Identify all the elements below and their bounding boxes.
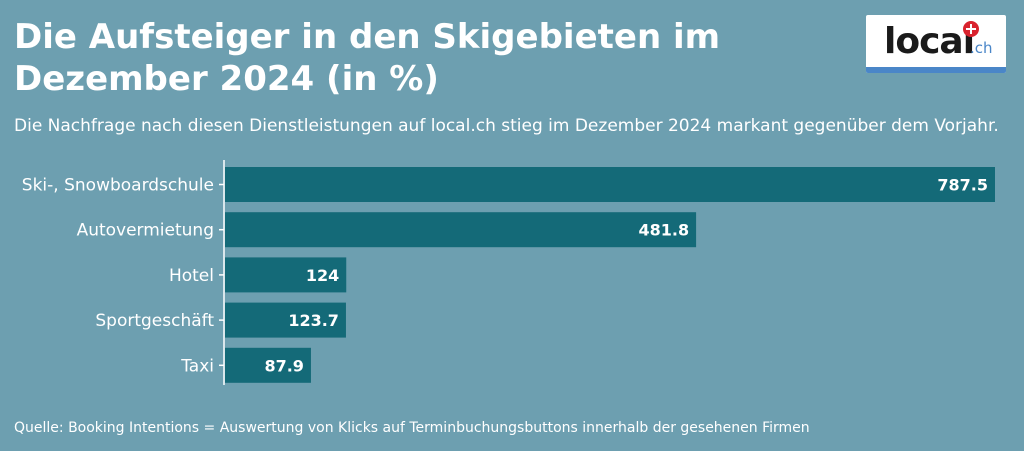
data-label: 87.9 bbox=[264, 356, 303, 375]
local-ch-logo: local .ch bbox=[866, 15, 1006, 73]
bar-chart: Ski-, Snowboardschule 787.5 Autovermietung… bbox=[22, 160, 995, 385]
category-label: Hotel bbox=[169, 266, 214, 286]
logo-wordmark: local bbox=[884, 21, 975, 62]
chart-subtitle: Die Nachfrage nach diesen Dienstleistung… bbox=[14, 116, 999, 136]
chart-title: Die Aufsteiger in den Skigebieten im Dez… bbox=[14, 17, 721, 99]
data-label: 787.5 bbox=[937, 176, 988, 195]
logo-suffix: .ch bbox=[970, 39, 993, 57]
data-label: 481.8 bbox=[638, 221, 689, 240]
bar bbox=[225, 212, 697, 248]
data-label: 124 bbox=[306, 266, 339, 285]
bar bbox=[225, 302, 346, 338]
data-label: 123.7 bbox=[288, 311, 339, 330]
swiss-cross-icon bbox=[963, 21, 979, 37]
category-label: Ski-, Snowboardschule bbox=[22, 176, 214, 196]
category-label: Taxi bbox=[180, 356, 214, 376]
category-label: Sportgeschäft bbox=[95, 311, 214, 331]
logo-stripe bbox=[866, 67, 1006, 73]
source-note: Quelle: Booking Intentions = Auswertung … bbox=[14, 420, 810, 436]
bar bbox=[225, 347, 311, 383]
category-label: Autovermietung bbox=[77, 221, 214, 241]
bar bbox=[225, 167, 995, 202]
bar bbox=[225, 257, 347, 293]
